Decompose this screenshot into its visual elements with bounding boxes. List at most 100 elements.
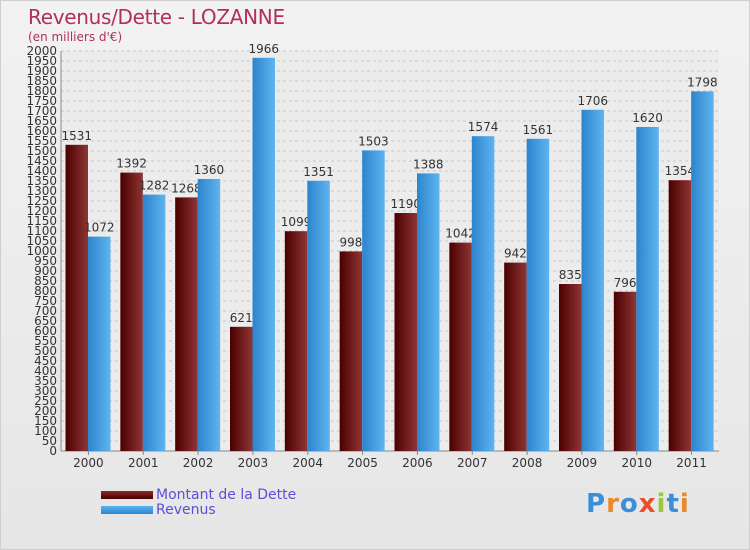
bar-dette	[559, 284, 582, 451]
bar-revenus	[471, 136, 495, 451]
bar-dette	[394, 213, 417, 451]
bar-dette	[504, 262, 527, 451]
logo-letter: o	[619, 489, 639, 519]
y-tick-label: 900	[34, 264, 57, 278]
x-tick-label: 2002	[183, 456, 214, 470]
data-label-revenus: 1574	[468, 120, 499, 134]
y-tick-label: 1900	[26, 64, 57, 78]
y-tick-label: 1650	[26, 114, 57, 128]
data-label-revenus: 1706	[577, 94, 608, 108]
y-tick-label: 400	[34, 364, 57, 378]
data-label-revenus: 1503	[358, 134, 389, 148]
x-tick-label: 2009	[567, 456, 598, 470]
y-tick-label: 1450	[26, 154, 57, 168]
legend-item-revenus: Revenus	[101, 502, 296, 518]
y-tick-label: 300	[34, 384, 57, 398]
y-tick-label: 1200	[26, 204, 57, 218]
x-tick-label: 2008	[512, 456, 543, 470]
y-tick-label: 600	[34, 324, 57, 338]
y-tick-label: 1750	[26, 94, 57, 108]
y-tick-label: 550	[34, 334, 57, 348]
x-tick-label: 2003	[238, 456, 269, 470]
x-tick-label: 2001	[128, 456, 159, 470]
data-label-dette: 621	[230, 311, 253, 325]
y-tick-label: 1600	[26, 124, 57, 138]
logo-letter: i	[679, 489, 690, 519]
bar-dette	[668, 180, 692, 451]
data-label-revenus: 1072	[84, 221, 115, 235]
logo-letter: P	[586, 489, 607, 519]
bar-dette	[65, 144, 88, 452]
bar-dette	[120, 172, 143, 451]
bar-revenus	[142, 194, 166, 451]
y-tick-label: 950	[34, 254, 57, 268]
legend-swatch-dette	[101, 490, 153, 499]
data-label-revenus: 1388	[413, 157, 444, 171]
data-label-revenus: 1282	[139, 179, 170, 193]
chart-subtitle: (en milliers d'€)	[28, 30, 123, 44]
data-label-revenus: 1561	[523, 123, 554, 137]
y-tick-label: 1100	[26, 224, 57, 238]
y-tick-label: 50	[42, 434, 57, 448]
y-tick-label: 850	[34, 274, 57, 288]
bar-revenus	[362, 150, 385, 451]
y-tick-label: 750	[34, 294, 57, 308]
logo-letter: x	[638, 489, 657, 519]
y-tick-label: 1550	[26, 134, 57, 148]
data-label-dette: 998	[339, 235, 362, 249]
bar-dette	[284, 231, 308, 451]
logo-letter: i	[656, 489, 667, 519]
x-tick-label: 2004	[292, 456, 323, 470]
y-tick-label: 1350	[26, 174, 57, 188]
data-label-revenus: 1620	[632, 111, 663, 125]
bar-revenus	[691, 91, 714, 452]
bar-dette	[230, 326, 253, 451]
y-tick-label: 1400	[26, 164, 57, 178]
y-tick-label: 1800	[26, 84, 57, 98]
x-tick-label: 2006	[402, 456, 433, 470]
y-tick-label: 1150	[26, 214, 57, 228]
data-label-dette: 942	[504, 247, 527, 261]
bar-revenus	[526, 138, 550, 452]
bar-revenus	[252, 57, 275, 452]
bar-revenus	[417, 173, 440, 451]
x-tick-label: 2011	[676, 456, 707, 470]
x-tick-label: 2010	[621, 456, 652, 470]
data-label-dette: 1099	[281, 215, 312, 229]
y-tick-label: 1000	[26, 244, 57, 258]
data-label-dette: 1042	[445, 227, 476, 241]
y-tick-label: 250	[34, 394, 57, 408]
bar-revenus	[88, 236, 111, 451]
y-tick-label: 150	[34, 414, 57, 428]
legend: Montant de la Dette Revenus	[101, 486, 297, 518]
bar-dette	[339, 251, 363, 451]
data-label-dette: 1531	[61, 129, 92, 143]
bar-revenus	[581, 109, 604, 452]
y-tick-label: 1300	[26, 184, 57, 198]
legend-item-dette: Montant de la Dette	[101, 486, 297, 503]
bar-dette	[613, 291, 637, 451]
legend-label-dette: Montant de la Dette	[156, 486, 297, 503]
bar-dette	[449, 242, 472, 451]
y-tick-label: 1950	[26, 54, 57, 68]
x-tick-label: 2000	[73, 456, 104, 470]
data-label-revenus: 1360	[194, 163, 225, 177]
y-tick-label: 1500	[26, 144, 57, 158]
proxiti-logo: Proxiti	[586, 489, 690, 519]
y-tick-label: 1700	[26, 104, 57, 118]
data-label-dette: 796	[614, 276, 637, 290]
y-tick-label: 200	[34, 404, 57, 418]
data-label-dette: 1392	[116, 157, 147, 171]
data-label-dette: 1268	[171, 181, 202, 195]
bar-revenus	[636, 127, 659, 451]
legend-swatch-revenus	[101, 505, 153, 514]
data-label-dette: 1354	[665, 164, 696, 178]
data-label-revenus: 1798	[687, 75, 718, 89]
bar-revenus	[197, 179, 221, 451]
y-tick-label: 650	[34, 314, 57, 328]
y-tick-label: 1250	[26, 194, 57, 208]
y-tick-label: 700	[34, 304, 57, 318]
y-tick-label: 2000	[26, 44, 57, 58]
